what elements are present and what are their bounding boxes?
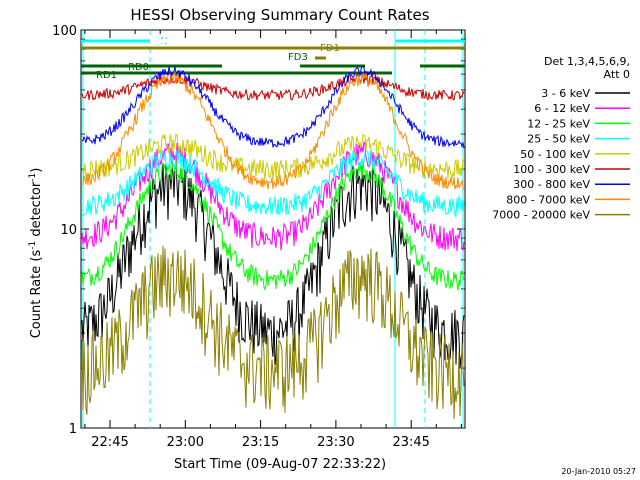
x-tick-label: 23:00 <box>167 435 204 450</box>
chart-title: HESSI Observing Summary Count Rates <box>130 6 429 24</box>
legend-label: 50 - 100 keV <box>520 148 590 161</box>
legend-label: 7000 - 20000 keV <box>492 209 590 222</box>
series-line-1 <box>81 158 465 369</box>
legend-label: 3 - 6 keV <box>541 87 590 100</box>
legend-label: 100 - 300 keV <box>513 163 590 176</box>
legend-label: 25 - 50 keV <box>527 133 590 146</box>
x-tick-label: 23:30 <box>317 435 354 450</box>
legend-label: 6 - 12 keV <box>534 102 590 115</box>
y-tick-label: 10 <box>60 223 77 238</box>
series-line-5 <box>81 133 465 180</box>
flag-label-fd3: FD3 <box>288 52 308 63</box>
y-axis-label-sup: -1 <box>28 241 38 250</box>
series-line-9 <box>81 245 465 420</box>
x-axis-label: Start Time (09-Aug-07 22:33:22) <box>174 457 386 472</box>
x-tick-label: 23:45 <box>392 435 429 450</box>
x-tick-label: 22:45 <box>91 435 128 450</box>
flag-label-fd1: FD1 <box>320 43 340 54</box>
y-axis-label-base: Count Rate (s <box>29 250 44 339</box>
y-axis-label-sup2: -1 <box>28 173 38 182</box>
series-line-6 <box>81 72 465 101</box>
series-line-8 <box>81 70 465 190</box>
flag-gap-n <box>150 39 395 43</box>
x-tick-label: 23:15 <box>242 435 279 450</box>
y-tick-label: 1 <box>69 422 77 437</box>
series-line-7 <box>81 66 465 149</box>
legend-label: 12 - 25 keV <box>527 117 590 130</box>
plot-area: 11010022:4523:0023:1523:3023:45NFD1FD3RD… <box>52 24 466 450</box>
timestamp: 20-Jan-2010 05:27 <box>561 467 636 476</box>
y-axis-label: Count Rate (s-1 detector-1) <box>28 168 44 339</box>
legend-header-line1: Det 1,3,4,5,6,9, <box>544 55 630 68</box>
flag-label-rd0: RD0 <box>128 62 149 73</box>
y-tick-label: 100 <box>52 24 77 39</box>
y-axis-label-end: ) <box>29 168 44 173</box>
series-line-3 <box>81 160 465 291</box>
legend: Det 1,3,4,5,6,9,Att 0 3 - 6 keV 6 - 12 keV… <box>492 55 630 222</box>
series-line-4 <box>81 149 465 218</box>
legend-header-line2: Att 0 <box>604 68 630 81</box>
flag-label-rd1: RD1 <box>96 70 117 81</box>
y-axis-label-mid: detector <box>29 181 44 241</box>
legend-label: 800 - 7000 keV <box>506 193 590 206</box>
legend-label: 300 - 800 keV <box>513 178 590 191</box>
